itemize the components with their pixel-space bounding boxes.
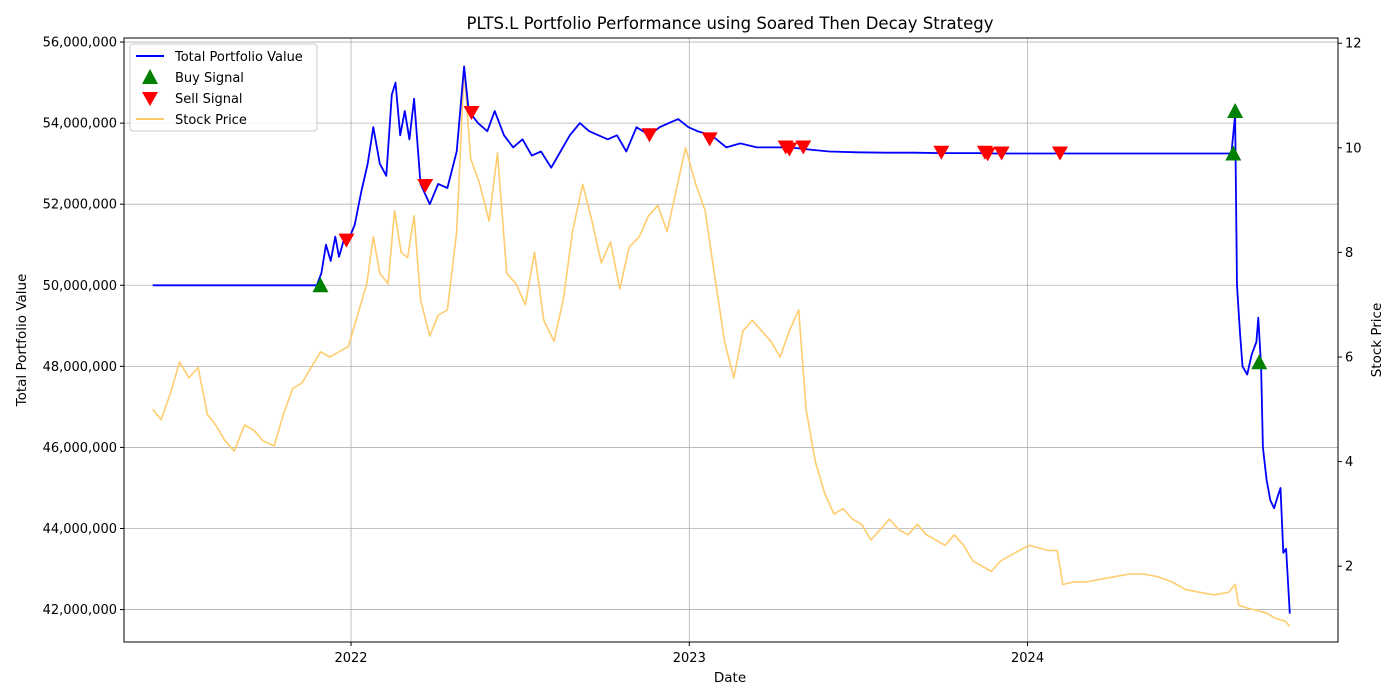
legend-sell-swatch (142, 92, 158, 106)
y-right-tick-label: 10 (1345, 141, 1362, 156)
y-left-tick-label: 56,000,000 (43, 36, 117, 51)
y-left-tick-label: 42,000,000 (43, 603, 117, 618)
y-axis-left: 42,000,000 44,000,000 46,000,000 48,000,000… (43, 36, 124, 618)
buy-signal-marker (1227, 102, 1244, 118)
portfolio-value-series (152, 65, 1291, 614)
legend-sell-label: Sell Signal (175, 92, 243, 107)
x-tick-label: 2023 (673, 651, 706, 666)
legend-stock-label: Stock Price (175, 113, 247, 128)
x-axis: 2022 2023 2024 (334, 642, 1044, 666)
y-left-tick-label: 54,000,000 (43, 117, 117, 132)
y-left-tick-label: 50,000,000 (43, 279, 117, 294)
sell-signal-marker (701, 132, 718, 147)
y-left-tick-label: 52,000,000 (43, 198, 117, 213)
buy-signal-marker (312, 277, 329, 293)
buy-signal-marker (1251, 354, 1268, 370)
y-right-tick-label: 4 (1345, 455, 1353, 470)
grid (124, 38, 1338, 642)
y-left-tick-label: 44,000,000 (43, 522, 117, 537)
y-axis-right: 2 4 6 8 10 12 (1338, 37, 1362, 575)
legend-buy-swatch (142, 69, 158, 84)
y-axis-left-title: Total Portfolio Value (14, 274, 30, 408)
sell-signal-marker (781, 142, 798, 157)
sell-signal-marker (933, 145, 950, 160)
sell-signal-marker (979, 147, 996, 162)
sell-signal-marker (795, 140, 812, 155)
buy-signal-marker (1225, 145, 1242, 161)
y-left-tick-label: 48,000,000 (43, 360, 117, 375)
x-tick-label: 2024 (1011, 651, 1044, 666)
portfolio-value-line (152, 65, 1291, 614)
legend-portfolio-label: Total Portfolio Value (174, 50, 303, 65)
stock-price-series (152, 68, 1291, 627)
x-axis-title: Date (714, 670, 746, 686)
y-right-tick-label: 8 (1345, 246, 1353, 261)
y-axis-right-title: Stock Price (1369, 303, 1385, 378)
sell-signal-marker (1051, 146, 1068, 161)
sell-signal-marker (338, 233, 355, 248)
sell-signal-marker (641, 128, 658, 143)
legend: Total Portfolio Value Buy Signal Sell Si… (129, 43, 318, 132)
sell-signal-marker (463, 105, 480, 120)
stock-price-line (152, 68, 1291, 627)
y-right-tick-label: 2 (1345, 560, 1353, 575)
sell-signal-marker (993, 146, 1010, 161)
y-right-tick-label: 6 (1345, 350, 1353, 365)
legend-box (129, 43, 318, 132)
y-right-tick-label: 12 (1345, 37, 1362, 52)
x-tick-label: 2022 (334, 651, 367, 666)
signal-markers (312, 102, 1268, 370)
y-left-tick-label: 46,000,000 (43, 441, 117, 456)
plot-frame (123, 37, 1339, 643)
sell-signal-marker (417, 178, 434, 193)
chart-title: PLTS.L Portfolio Performance using Soare… (467, 14, 994, 33)
legend-buy-label: Buy Signal (175, 71, 244, 86)
